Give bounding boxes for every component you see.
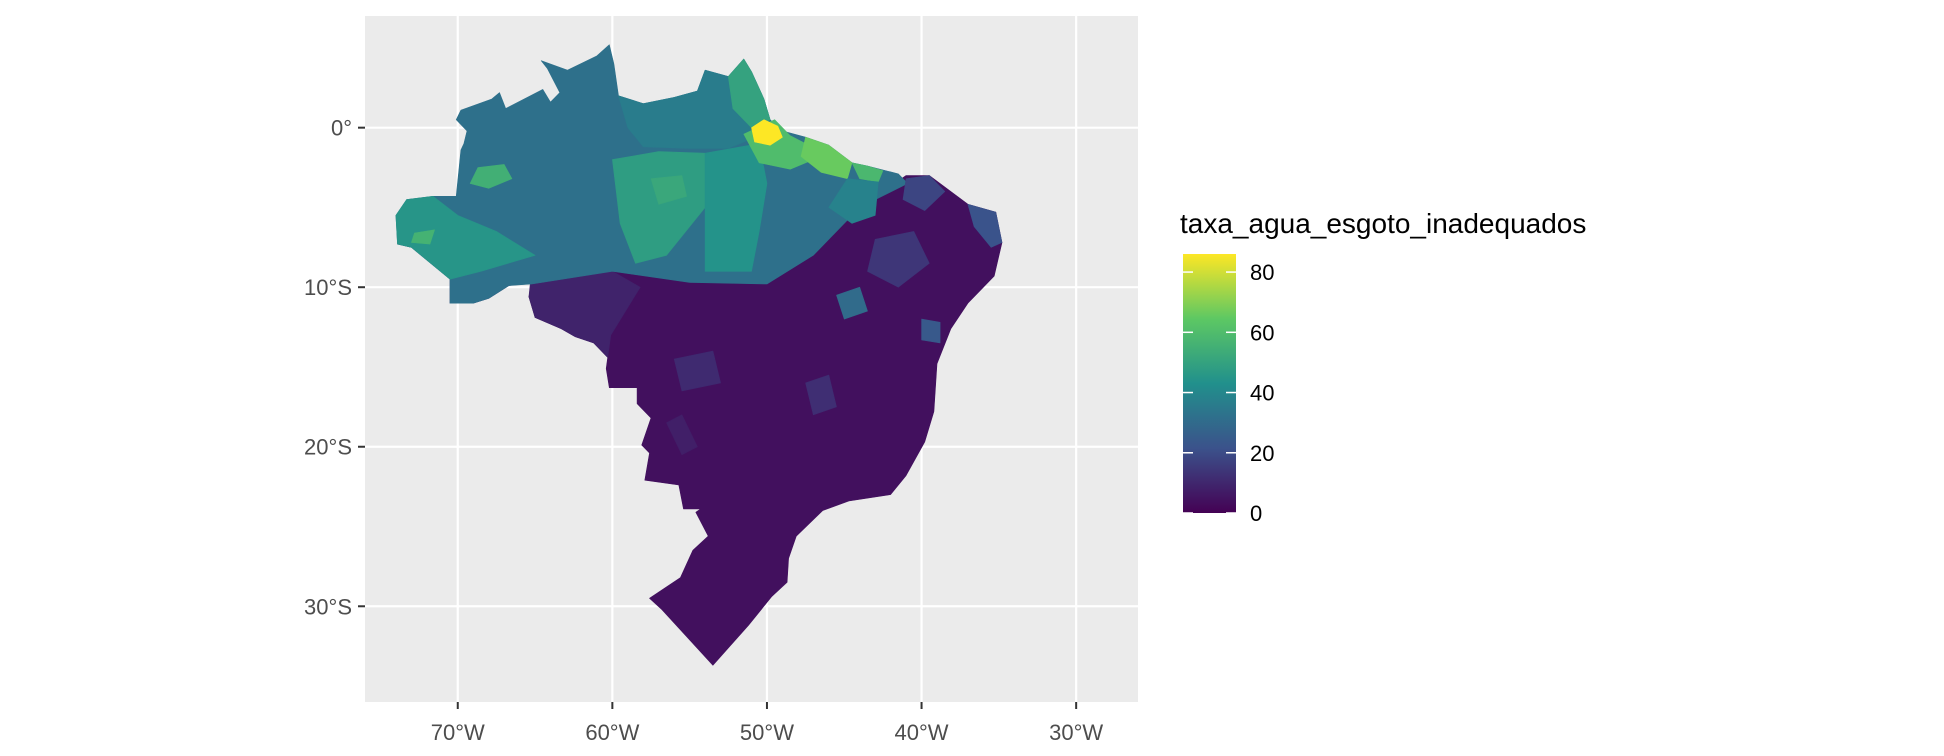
map-region [727, 58, 771, 128]
map-region [867, 231, 930, 288]
map-region [395, 196, 536, 280]
legend-title: taxa_agua_esgoto_inadequados [1180, 208, 1586, 239]
x-axis: 70°W 60°W 50°W 40°W 30°W [431, 702, 1103, 745]
x-tick-label: 30°W [1049, 720, 1103, 745]
y-tick-label: 10°S [304, 275, 352, 300]
y-tick-label: 0° [331, 116, 352, 141]
map-region [836, 286, 868, 320]
map-region [666, 414, 698, 456]
map-region [828, 178, 879, 224]
legend: taxa_agua_esgoto_inadequados 0 20 40 60 80 [1180, 208, 1586, 526]
x-tick-label: 40°W [895, 720, 949, 745]
map-region [650, 175, 687, 205]
map-region [673, 350, 721, 392]
map-region [751, 119, 783, 146]
map-region [902, 175, 946, 211]
legend-tick-label: 40 [1250, 381, 1274, 406]
x-tick-label: 50°W [740, 720, 794, 745]
x-tick-label: 70°W [431, 720, 485, 745]
map-regions [395, 44, 1003, 666]
legend-colorbar [1183, 254, 1236, 513]
legend-tick-label: 80 [1250, 260, 1274, 285]
map-region [851, 162, 884, 183]
map-region [805, 374, 837, 416]
map-region [921, 318, 941, 344]
map-region [469, 164, 513, 189]
legend-ticks: 0 20 40 60 80 [1183, 260, 1274, 526]
y-tick-label: 30°S [304, 594, 352, 619]
legend-tick-label: 20 [1250, 441, 1274, 466]
map-region [411, 229, 435, 245]
x-tick-label: 60°W [585, 720, 639, 745]
map-region [967, 204, 1003, 248]
y-tick-label: 20°S [304, 435, 352, 460]
legend-tick-label: 0 [1250, 501, 1262, 526]
legend-tick-label: 60 [1250, 320, 1274, 345]
y-axis: 0° 10°S 20°S 30°S [304, 116, 365, 619]
